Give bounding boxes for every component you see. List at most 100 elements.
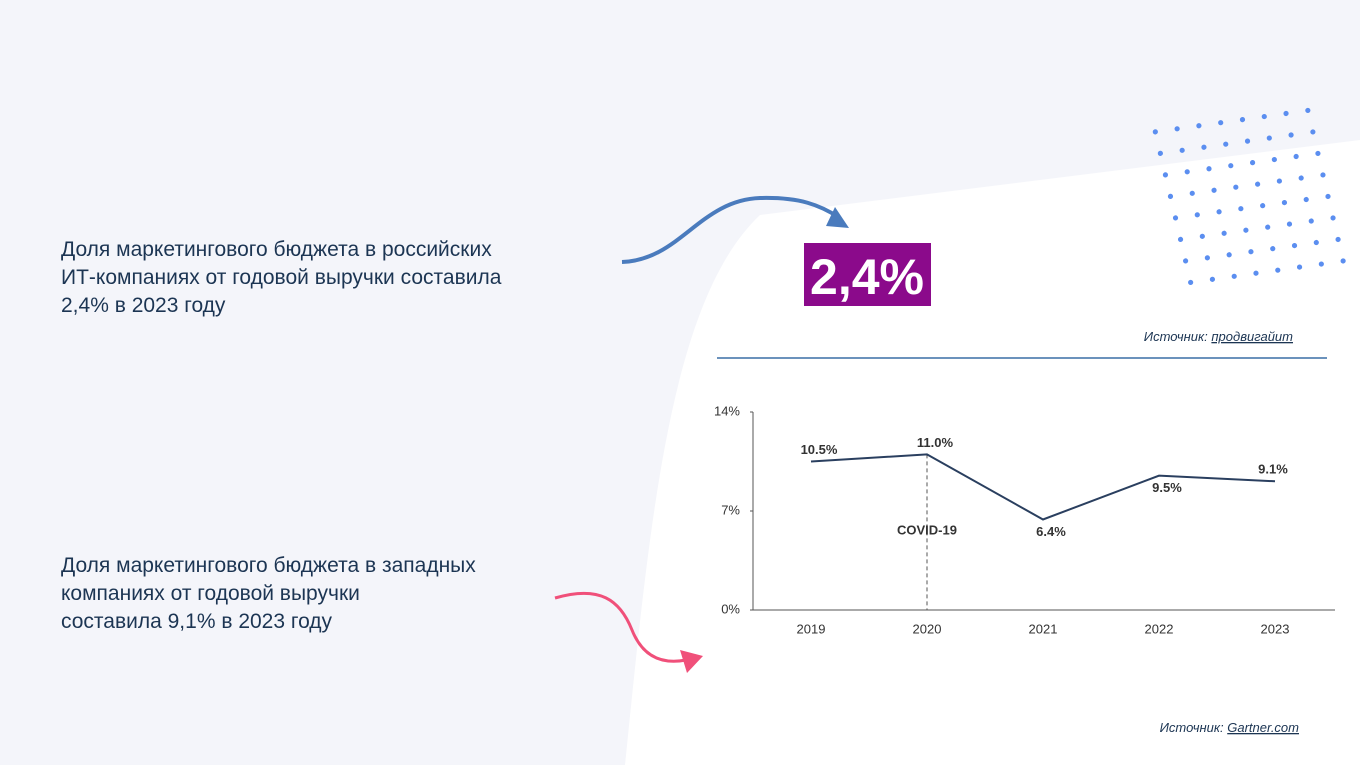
arrow (554, 591, 687, 663)
paragraph-line: Доля маркетингового бюджета в российских (61, 238, 492, 261)
dot (1266, 135, 1272, 141)
source: Источник: Gartner.com (1160, 720, 1300, 735)
dot (1260, 203, 1266, 209)
dot (1201, 144, 1207, 150)
arrow (621, 195, 842, 264)
dot (1325, 193, 1331, 200)
dot (1162, 172, 1169, 178)
dot (1288, 132, 1294, 138)
source-link[interactable]: продвигайит (1211, 329, 1293, 344)
source-label: Источник: (1144, 329, 1212, 344)
dot (1291, 243, 1298, 249)
source-link[interactable]: Gartner.com (1227, 720, 1299, 735)
x-tick-label: 2020 (913, 621, 942, 636)
paragraph-line: Доля маркетингового бюджета в западных (61, 554, 476, 577)
dot (1261, 113, 1267, 120)
x-tick-label: 2021 (1029, 621, 1058, 636)
west-text: Доля маркетингового бюджета в западных ко… (61, 554, 476, 633)
dot (1248, 249, 1254, 255)
dot (1286, 221, 1293, 227)
value-label: 10.5% (801, 442, 838, 457)
dot (1253, 270, 1259, 276)
dot (1313, 239, 1319, 246)
dot (1188, 279, 1194, 286)
dot (1228, 163, 1234, 169)
dot (1310, 129, 1316, 135)
dot (1221, 230, 1227, 236)
dot (1318, 261, 1324, 267)
arrow-head (826, 207, 849, 228)
dot (1243, 227, 1249, 233)
dot (1330, 215, 1336, 221)
dot (1303, 196, 1309, 203)
dot-pattern (1152, 107, 1346, 286)
dot (1308, 218, 1314, 224)
dot (1179, 147, 1185, 153)
dot (1209, 276, 1216, 282)
dot (1204, 255, 1210, 261)
x-tick-label: 2022 (1145, 621, 1174, 636)
dot (1196, 123, 1202, 129)
value-box (804, 243, 931, 306)
dot (1305, 107, 1311, 114)
dot (1335, 236, 1341, 243)
dot (1184, 169, 1190, 175)
dot (1233, 184, 1239, 190)
paragraph-line: компаниях от годовой выручки (61, 582, 360, 605)
dot (1177, 236, 1184, 243)
dot (1194, 212, 1200, 218)
x-tick-label: 2023 (1261, 621, 1290, 636)
y-tick-label: 14% (714, 403, 740, 418)
source-label: Источник: (1160, 720, 1228, 735)
dot (1157, 150, 1163, 156)
dot (1223, 141, 1229, 147)
dot (1152, 129, 1158, 135)
dot (1271, 156, 1277, 163)
dot (1281, 199, 1288, 206)
line (810, 453, 1276, 521)
dot (1296, 264, 1303, 270)
russia-text: Доля маркетингового бюджета в российских… (61, 238, 502, 317)
dot (1226, 252, 1232, 258)
x-tick-label: 2019 (797, 621, 826, 636)
dot (1182, 258, 1189, 264)
value-label: 11.0% (917, 435, 954, 450)
dot (1265, 224, 1271, 230)
paragraph-line: составила 9,1% в 2023 году (61, 610, 333, 633)
dot (1231, 273, 1237, 279)
dot (1275, 267, 1281, 273)
dot (1283, 110, 1289, 117)
dot (1172, 215, 1179, 221)
dot (1298, 175, 1304, 181)
dot (1216, 209, 1222, 215)
paragraph-line: ИТ-компаниях от годовой выручки составил… (61, 266, 502, 289)
chart: 0% 7% 14% COVID-19 10.5% 11.0% 6.4% 9.5% 9.1% 201… (714, 403, 1335, 636)
dot (1270, 246, 1276, 252)
source: Источник: продвигайит (1144, 329, 1293, 344)
dot (1255, 181, 1261, 187)
dot (1174, 126, 1180, 132)
big-value: 2,4% (810, 249, 924, 305)
arrow-head (680, 650, 703, 673)
dot (1239, 117, 1246, 123)
dot (1199, 233, 1205, 239)
dot (1238, 206, 1244, 212)
value-label: 9.5% (1152, 480, 1182, 495)
dot (1244, 138, 1251, 144)
dot (1189, 190, 1195, 196)
y-tick-label: 7% (721, 502, 740, 517)
dot (1218, 120, 1224, 126)
dot (1276, 178, 1282, 184)
dot (1340, 258, 1346, 264)
dot (1315, 150, 1321, 157)
dot (1211, 187, 1217, 193)
value-label: 9.1% (1258, 462, 1288, 477)
paragraph-line: 2,4% в 2023 году (61, 294, 226, 317)
value-label: 6.4% (1036, 524, 1066, 539)
annotation: COVID-19 (897, 522, 957, 537)
dot (1293, 153, 1299, 160)
dot (1167, 193, 1174, 199)
dot (1206, 166, 1212, 172)
